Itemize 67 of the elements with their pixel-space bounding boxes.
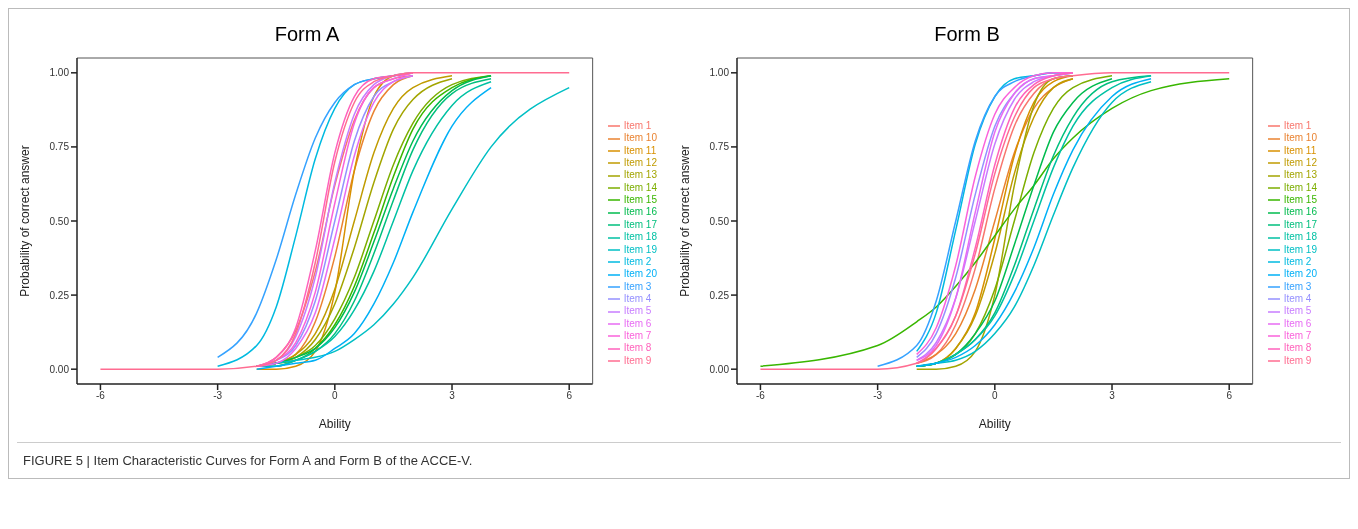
legend-label: Item 13 — [623, 169, 657, 181]
x-tick-label: -3 — [213, 390, 223, 402]
legend-label: Item 14 — [623, 181, 657, 193]
legend-label: Item 7 — [623, 330, 652, 342]
legend-label: Item 1 — [623, 119, 652, 131]
legend-label: Item 3 — [623, 280, 652, 292]
x-tick-label: 3 — [1109, 390, 1116, 402]
y-tick-label: 0.00 — [709, 363, 730, 375]
legend-label: Item 8 — [1283, 342, 1312, 354]
x-tick-label: 6 — [566, 390, 573, 402]
legend-label: Item 12 — [1283, 156, 1317, 168]
legend-label: Item 4 — [1283, 292, 1312, 304]
legend-label: Item 4 — [623, 292, 652, 304]
chart-title: Form A — [273, 23, 341, 47]
caption: FIGURE 5 | Item Characteristic Curves for Form A and Form B of the ACCE-V. — [23, 453, 474, 468]
x-tick-label: 6 — [1226, 390, 1233, 402]
legend-label: Item 16 — [1283, 206, 1317, 218]
legend-label: Item 6 — [623, 317, 652, 329]
legend-label: Item 8 — [623, 342, 652, 354]
legend-label: Item 19 — [1283, 243, 1317, 255]
legend-label: Item 5 — [623, 305, 652, 317]
legend-label: Item 18 — [1283, 231, 1317, 243]
x-axis-title: Ability — [978, 417, 1011, 431]
y-tick-label: 0.75 — [709, 141, 730, 153]
legend-label: Item 20 — [623, 268, 657, 280]
x-tick-label: -6 — [95, 390, 106, 402]
legend-label: Item 9 — [1283, 354, 1312, 366]
legend-label: Item 10 — [1283, 132, 1317, 144]
legend-label: Item 15 — [1283, 194, 1317, 206]
y-tick-label: 0.75 — [49, 141, 70, 153]
y-tick-label: 1.00 — [49, 67, 70, 79]
legend-label: Item 18 — [623, 231, 657, 243]
y-axis-title: Probability of correct answer — [18, 145, 33, 297]
legend-label: Item 15 — [623, 194, 657, 206]
y-tick-label: 0.00 — [49, 363, 70, 375]
x-tick-label: -3 — [873, 390, 883, 402]
legend-label: Item 1 — [1283, 119, 1312, 131]
legend-label: Item 10 — [623, 132, 657, 144]
legend-label: Item 11 — [1283, 144, 1317, 156]
y-tick-label: 0.25 — [49, 289, 70, 301]
legend-label: Item 19 — [623, 243, 657, 255]
y-tick-label: 0.50 — [709, 215, 730, 227]
y-tick-label: 1.00 — [709, 67, 730, 79]
x-tick-label: -6 — [755, 390, 766, 402]
x-axis-title: Ability — [318, 417, 351, 431]
legend-label: Item 6 — [1283, 317, 1312, 329]
chart-title: Form B — [933, 23, 1001, 47]
legend-label: Item 17 — [1283, 218, 1317, 230]
y-tick-label: 0.50 — [49, 215, 70, 227]
legend-label: Item 13 — [1283, 169, 1317, 181]
legend-label: Item 14 — [1283, 181, 1317, 193]
legend-label: Item 5 — [1283, 305, 1312, 317]
legend-label: Item 3 — [1283, 280, 1312, 292]
legend-label: Item 11 — [623, 144, 657, 156]
legend-label: Item 9 — [623, 354, 652, 366]
legend-label: Item 17 — [623, 218, 657, 230]
x-tick-label: 3 — [449, 390, 456, 402]
legend-label: Item 12 — [623, 156, 657, 168]
legend-label: Item 20 — [1283, 268, 1317, 280]
x-tick-label: 0 — [332, 390, 339, 402]
y-tick-label: 0.25 — [709, 289, 730, 301]
legend-label: Item 7 — [1283, 330, 1312, 342]
legend-label: Item 2 — [623, 255, 652, 267]
legend-label: Item 2 — [1283, 255, 1312, 267]
x-tick-label: 0 — [992, 390, 999, 402]
y-axis-title: Probability of correct answer — [678, 145, 693, 297]
legend-label: Item 16 — [623, 206, 657, 218]
